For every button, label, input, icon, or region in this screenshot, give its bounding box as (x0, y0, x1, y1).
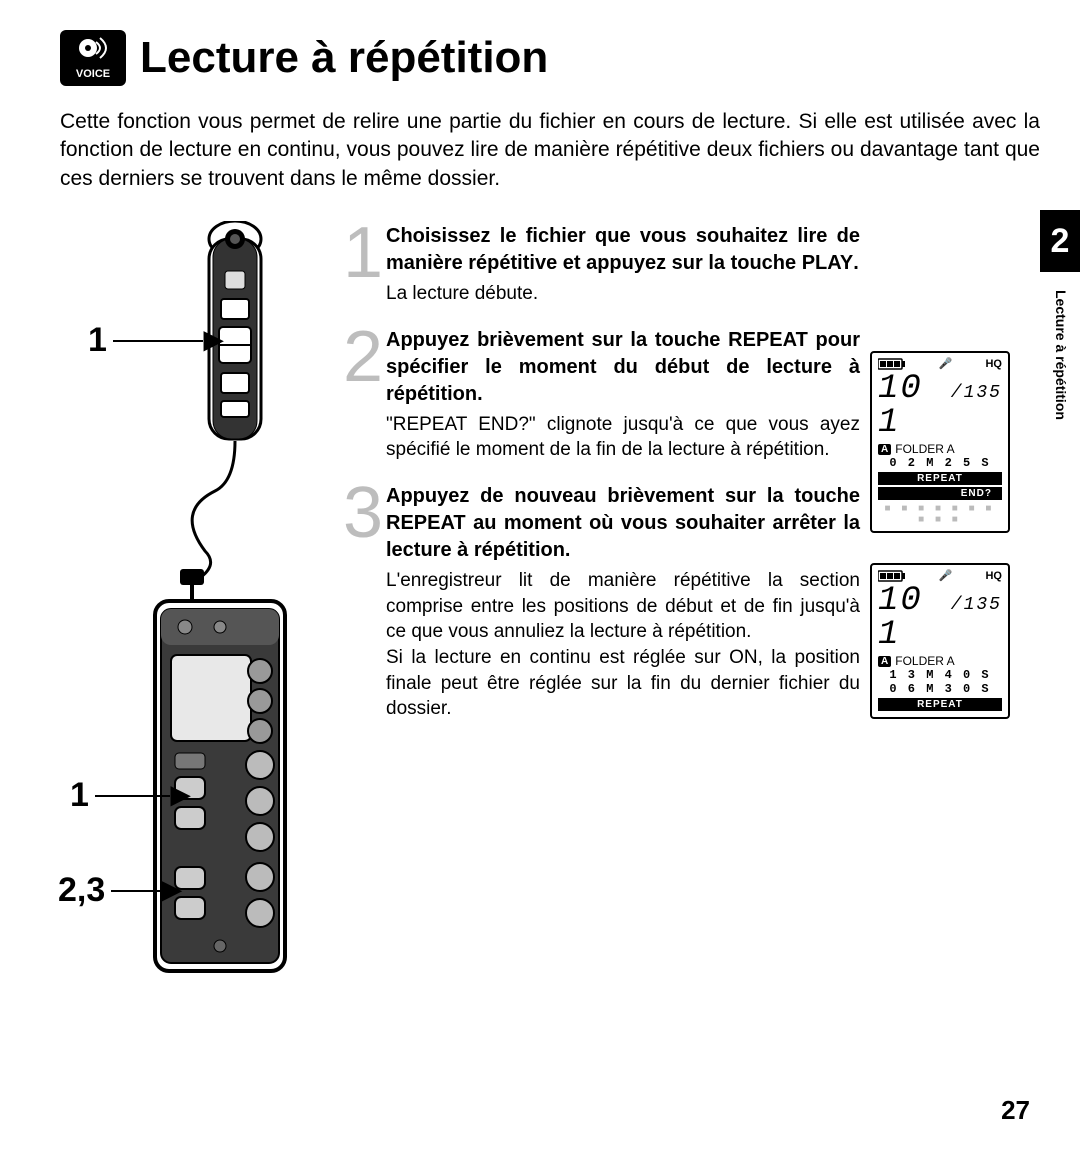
voice-icon-label: VOICE (76, 68, 110, 80)
callout-body-23: 2,3 ► (58, 871, 189, 910)
lcd-time-1: 1 3 M 4 0 S (878, 668, 1002, 682)
lcd-file: 10 1 (878, 584, 947, 652)
side-label: Lecture à répétition (1053, 290, 1069, 420)
step-number: 3 (338, 481, 382, 722)
lcd-flag-end: END? (878, 487, 1002, 500)
folder-label: FOLDER A (895, 654, 954, 668)
lcd-total: /135 (951, 384, 1002, 402)
lcd-quality: HQ (985, 570, 1002, 582)
step-desc: "REPEAT END?" clignote jusqu'à ce que vo… (386, 412, 860, 463)
step-desc: L'enregistreur lit de manière répétitive… (386, 568, 860, 722)
steps-column: 1 Choisissez le fichier que vous souhait… (330, 221, 860, 986)
step-desc: La lecture débute. (386, 281, 860, 307)
step-3: 3 Appuyez de nouveau brièvement sur la t… (338, 481, 860, 722)
step-title: Choisissez le fichier que vous souhaitez… (386, 223, 860, 277)
step-title: Appuyez de nouveau brièvement sur la tou… (386, 483, 860, 564)
lcd-screen-2: 🎤 HQ 10 1 /135 A FOLDER A 1 3 M 4 0 S 0 … (870, 563, 1010, 719)
step-title: Appuyez brièvement sur la touche REPEAT … (386, 327, 860, 408)
lcd-column: 🎤 HQ 10 1 /135 A FOLDER A 0 2 M 2 5 S RE… (870, 221, 1040, 986)
lcd-dots: ■ ■ ■ ■ ■ ■ ■ ■ ■ ■ (878, 503, 1002, 525)
voice-icon: VOICE (60, 30, 126, 86)
page-title: Lecture à répétition (140, 33, 548, 83)
folder-label: FOLDER A (895, 442, 954, 456)
step-1: 1 Choisissez le fichier que vous souhait… (338, 221, 860, 307)
lcd-time-2: 0 6 M 3 0 S (878, 682, 1002, 696)
folder-badge: A (878, 656, 891, 667)
lcd-screen-1: 🎤 HQ 10 1 /135 A FOLDER A 0 2 M 2 5 S RE… (870, 351, 1010, 533)
lcd-total: /135 (951, 596, 1002, 614)
callout-remote-1: 1 ► (88, 321, 231, 360)
lcd-quality: HQ (985, 358, 1002, 370)
chapter-tab: 2 (1040, 210, 1080, 272)
device-illustration: 1 ► 1 ► 2,3 ► (60, 221, 320, 986)
step-number: 2 (338, 325, 382, 463)
step-number: 1 (338, 221, 382, 307)
step-2: 2 Appuyez brièvement sur la touche REPEA… (338, 325, 860, 463)
intro-text: Cette fonction vous permet de relire une… (60, 108, 1040, 193)
lcd-flag-repeat: REPEAT (878, 698, 1002, 711)
lcd-time: 0 2 M 2 5 S (878, 456, 1002, 470)
page-number: 27 (1001, 1095, 1030, 1126)
lcd-flag-repeat: REPEAT (878, 472, 1002, 485)
folder-badge: A (878, 444, 891, 455)
lcd-file: 10 1 (878, 372, 947, 440)
title-row: VOICE Lecture à répétition (60, 30, 1040, 86)
callout-body-1: 1 ► (70, 776, 198, 815)
